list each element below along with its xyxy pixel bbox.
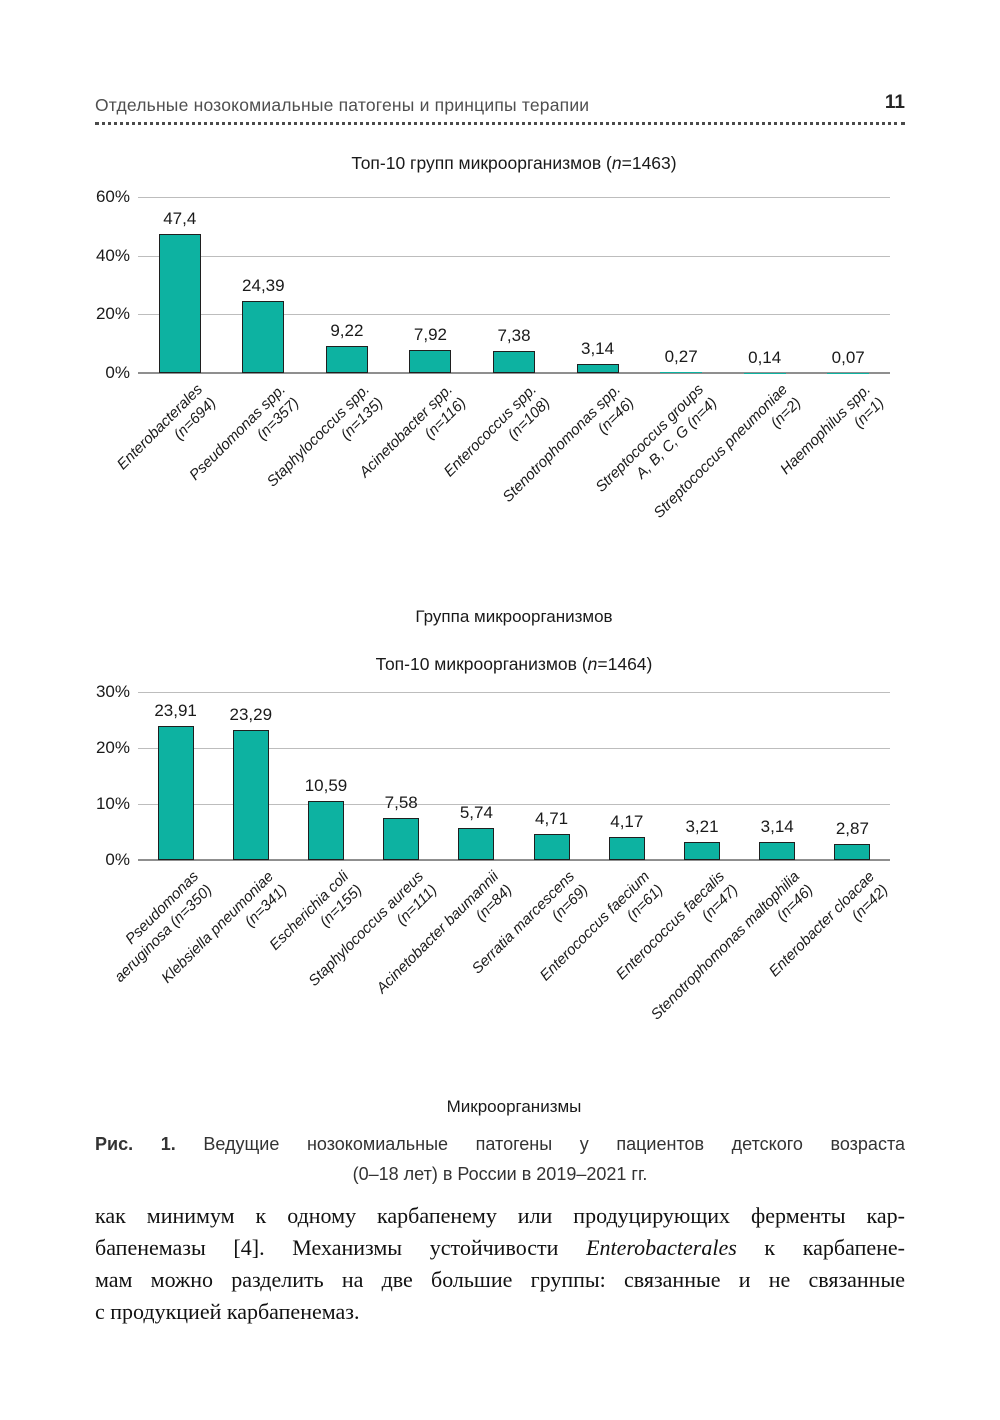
body-text-segment: к карбапене- [736,1235,905,1260]
bar [242,301,285,373]
bar [660,372,703,373]
bar [409,349,452,373]
gridline [138,748,890,749]
body-text-segment: как минимум к одному карбапенему или про… [95,1203,905,1228]
bar [383,817,420,860]
bar-value-label: 3,14 [760,817,794,837]
bar-value-label: 7,38 [497,326,531,346]
chart-title: Топ-10 групп микроорганизмов (n=1463) [351,153,677,173]
gridline [138,692,890,693]
y-tick-label: 0% [105,850,130,869]
bar [684,842,720,860]
bar [158,233,201,373]
y-tick-label: 0% [105,363,130,382]
bar-value-label: 10,59 [304,775,348,795]
bar [608,836,645,860]
x-axis-line [138,372,890,374]
gridline [138,314,890,316]
bar [827,372,870,374]
x-axis-line [138,859,890,861]
body-text-segment: мам можно разделить на две большие групп… [95,1267,905,1292]
bar-value-label: 23,91 [154,701,197,721]
bar-value-label: 7,92 [413,324,447,344]
gridline [138,197,890,198]
title-n-italic: n [587,654,598,674]
bar [325,345,368,373]
header-dotted-divider [95,122,905,125]
y-tick-label: 20% [95,304,130,324]
title-n-italic: n [611,153,622,173]
gridline [138,255,890,257]
body-text-line: бапенемазы [4]. Механизмы устойчивости E… [95,1232,905,1264]
bar-value-label: 4,17 [610,811,644,831]
bar-value-label: 23,29 [229,704,273,724]
y-tick-label: 30% [95,682,130,701]
body-text-line: с продукцией карбапенемаз. [95,1296,905,1328]
body-text-segment: бапенемазы [4]. Механизмы устойчивости [95,1235,587,1260]
bar-value-label: 4,71 [535,808,569,828]
bar-value-label: 5,74 [459,802,493,822]
y-tick-label: 60% [95,187,130,206]
bar [834,843,871,860]
bar [157,726,194,860]
bar-value-label: 3,21 [685,817,719,837]
body-italic-term: Enterobacterales [586,1235,737,1260]
bar [576,363,619,373]
page-number: 11 [884,92,905,113]
bar-value-label: 3,14 [581,338,615,358]
body-paragraph: как минимум к одному карбапенему или про… [95,1200,905,1328]
y-tick-label: 40% [95,245,130,265]
x-axis-title: Группа микроорганизмов [415,607,613,626]
y-tick-label: 10% [95,794,130,813]
bar [533,833,570,860]
figure-caption-line1: Рис. 1. Ведущие нозокомиальные патогены … [95,1132,905,1156]
gridline [138,804,890,805]
bar [308,800,344,860]
figure-caption-label: Рис. 1. [95,1134,176,1154]
bar-value-label: 2,87 [835,818,869,838]
body-text-line: мам можно разделить на две большие групп… [95,1264,905,1296]
figure-caption: Рис. 1. Ведущие нозокомиальные патогены … [95,1132,905,1186]
bar [743,372,786,374]
bar-value-label: 24,39 [242,276,285,296]
chart-title: Топ-10 микроорганизмов (n=1464) [375,654,653,674]
figure-caption-line2: (0–18 лет) в России в 2019–2021 гг. [352,1164,648,1184]
bar-value-label: 47,4 [163,208,197,228]
bar-value-label: 9,22 [330,320,364,340]
bar [493,351,535,373]
figure-caption-text: Ведущие нозокомиальные патогены у пациен… [203,1134,905,1154]
running-header-title: Отдельные нозокомиальные патогены и прин… [95,95,590,115]
bar-value-label: 7,58 [384,792,418,812]
x-axis-title: Микроорганизмы [446,1097,582,1116]
bar [232,729,269,860]
bar-value-label: 0,27 [664,347,698,367]
body-text-line: как минимум к одному карбапенему или про… [95,1200,905,1232]
y-tick-label: 20% [95,738,130,757]
body-text-segment: с продукцией карбапенемаз. [95,1299,360,1324]
bar [458,827,495,860]
bar-value-label: 0,14 [748,347,782,367]
bar [759,842,796,860]
bar-value-label: 0,07 [831,347,865,367]
